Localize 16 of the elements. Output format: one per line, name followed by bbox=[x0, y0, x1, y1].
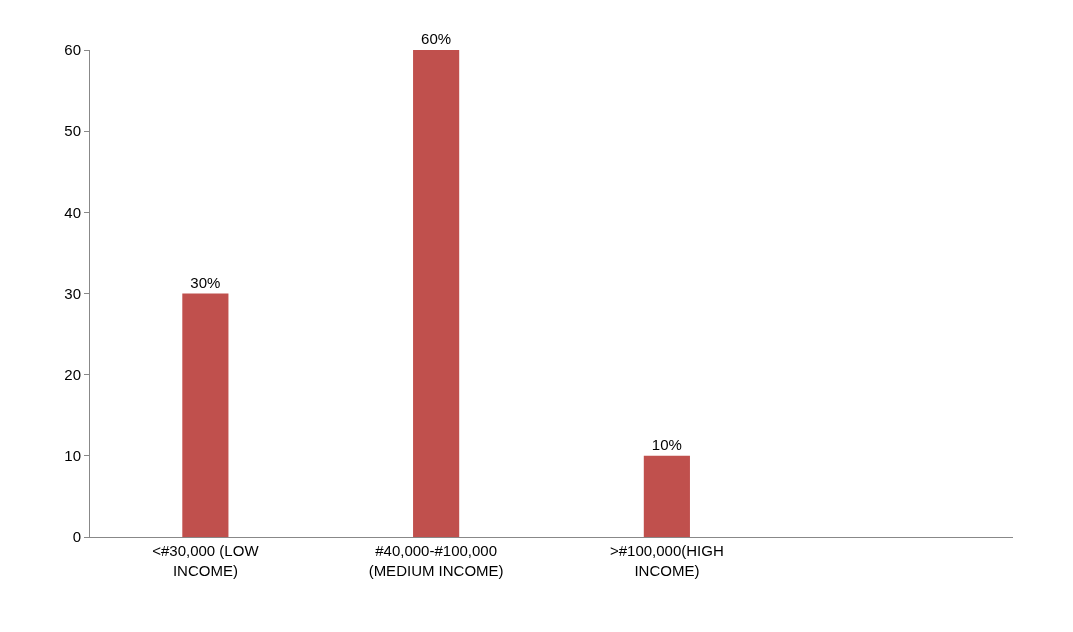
data-label: 30% bbox=[190, 273, 221, 291]
y-tick-label: 10 bbox=[64, 447, 81, 465]
y-tick-label: 30 bbox=[64, 284, 81, 302]
y-tick-label: 0 bbox=[72, 528, 81, 546]
y-tick-label: 60 bbox=[64, 41, 81, 59]
x-tick-label: >#100,000(HIGH INCOME) bbox=[609, 542, 724, 579]
x-tick-label: #40,000-#100,000 (MEDIUM INCOME) bbox=[368, 542, 504, 579]
x-tick-label: <#30,000 (LOW INCOME) bbox=[152, 542, 260, 579]
bar bbox=[643, 455, 690, 537]
data-label: 10% bbox=[651, 435, 682, 453]
y-tick-label: 40 bbox=[64, 203, 81, 221]
bar bbox=[182, 293, 229, 537]
data-label: 60% bbox=[421, 30, 452, 47]
bar bbox=[413, 50, 460, 537]
y-tick-label: 50 bbox=[64, 122, 81, 140]
y-tick-label: 20 bbox=[64, 365, 81, 383]
